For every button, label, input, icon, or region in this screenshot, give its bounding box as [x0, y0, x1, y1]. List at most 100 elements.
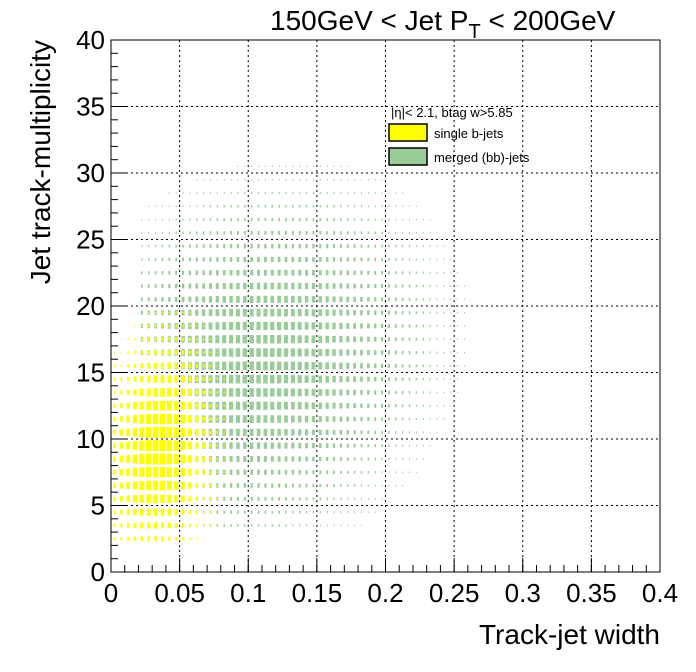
x-tick-label: 0.05: [154, 578, 205, 608]
bin-single-b-jets: [188, 496, 192, 502]
bin-merged-bb-jets: [312, 270, 315, 276]
bin-merged-bb-jets: [367, 417, 370, 422]
bin-merged-bb-jets: [319, 178, 321, 181]
bin-merged-bb-jets: [242, 428, 247, 436]
bin-merged-bb-jets: [415, 324, 418, 328]
bin-merged-bb-jets: [311, 375, 316, 383]
bin-merged-bb-jets: [229, 442, 233, 449]
bin-single-b-jets: [126, 428, 131, 437]
bin-merged-bb-jets: [244, 165, 246, 168]
bin-merged-bb-jets: [284, 415, 288, 423]
bin-merged-bb-jets: [325, 322, 329, 330]
bin-merged-bb-jets: [256, 295, 261, 303]
bin-merged-bb-jets: [353, 470, 356, 474]
tick-labels: 0 0.05 0.1 0.15 0.2 0.25 0.3 0.35 0.4 0 5 10 15 20 25 3…: [76, 25, 678, 608]
bin-merged-bb-jets: [332, 389, 336, 396]
bin-merged-bb-jets: [270, 308, 275, 317]
bin-merged-bb-jets: [457, 298, 459, 301]
bin-merged-bb-jets: [374, 430, 377, 435]
bin-merged-bb-jets: [394, 310, 397, 315]
bin-merged-bb-jets: [292, 217, 294, 222]
bin-merged-bb-jets: [264, 191, 266, 195]
bin-merged-bb-jets: [450, 365, 452, 367]
bin-merged-bb-jets: [326, 470, 329, 475]
bin-merged-bb-jets: [415, 297, 418, 301]
bin-merged-bb-jets: [415, 258, 417, 261]
bin-merged-bb-jets: [264, 469, 267, 475]
bin-merged-bb-jets: [250, 483, 253, 488]
bin-merged-bb-jets: [415, 364, 418, 368]
bin-merged-bb-jets: [387, 350, 390, 355]
bin-merged-bb-jets: [237, 165, 239, 167]
bin-merged-bb-jets: [290, 322, 295, 330]
bin-merged-bb-jets: [223, 205, 225, 208]
bin-single-b-jets: [195, 376, 199, 382]
bin-merged-bb-jets: [270, 374, 275, 384]
bin-merged-bb-jets: [209, 231, 212, 235]
bin-merged-bb-jets: [367, 390, 370, 395]
bin-merged-bb-jets: [209, 218, 212, 221]
bin-merged-bb-jets: [312, 256, 315, 262]
bin-merged-bb-jets: [429, 431, 431, 434]
bin-single-b-jets: [223, 378, 225, 380]
bin-single-b-jets: [188, 482, 192, 489]
bin-single-b-jets: [133, 376, 137, 382]
bin-single-b-jets: [127, 351, 129, 354]
bin-merged-bb-jets: [257, 243, 260, 249]
bin-merged-bb-jets: [319, 191, 321, 195]
bin-merged-bb-jets: [284, 483, 288, 488]
bin-merged-bb-jets: [264, 204, 267, 208]
bin-single-b-jets: [174, 362, 178, 369]
bin-merged-bb-jets: [415, 337, 418, 341]
bin-merged-bb-jets: [229, 295, 233, 303]
bin-merged-bb-jets: [408, 377, 411, 381]
bin-merged-bb-jets: [401, 284, 404, 288]
bin-merged-bb-jets: [360, 349, 363, 356]
bin-merged-bb-jets: [222, 322, 227, 330]
bin-merged-bb-jets: [346, 322, 350, 329]
bin-merged-bb-jets: [256, 388, 261, 397]
bin-single-b-jets: [120, 364, 123, 368]
bin-single-b-jets: [152, 413, 159, 425]
bin-merged-bb-jets: [326, 218, 328, 222]
bin-merged-bb-jets: [436, 338, 438, 341]
bin-merged-bb-jets: [291, 442, 295, 449]
bin-single-b-jets: [216, 404, 219, 408]
bin-merged-bb-jets: [319, 244, 322, 249]
bin-merged-bb-jets: [325, 283, 329, 289]
bin-merged-bb-jets: [429, 271, 431, 274]
bin-merged-bb-jets: [353, 296, 356, 302]
bin-merged-bb-jets: [292, 510, 294, 514]
bin-merged-bb-jets: [175, 283, 178, 289]
bin-merged-bb-jets: [326, 244, 329, 249]
bin-merged-bb-jets: [457, 311, 459, 314]
bin-merged-bb-jets: [228, 361, 234, 371]
bin-single-b-jets: [209, 390, 212, 395]
bin-merged-bb-jets: [188, 296, 192, 303]
bin-single-b-jets: [145, 427, 152, 438]
bin-merged-bb-jets: [304, 322, 309, 330]
bin-merged-bb-jets: [202, 283, 206, 289]
bin-merged-bb-jets: [235, 361, 241, 371]
bin-merged-bb-jets: [388, 404, 390, 408]
bin-merged-bb-jets: [422, 337, 424, 341]
bin-merged-bb-jets: [285, 165, 287, 168]
bin-merged-bb-jets: [443, 338, 445, 341]
bin-merged-bb-jets: [394, 350, 397, 355]
bin-merged-bb-jets: [319, 443, 322, 449]
bin-single-b-jets: [168, 536, 171, 541]
bin-merged-bb-jets: [332, 283, 336, 289]
bin-single-b-jets: [119, 455, 123, 463]
bin-merged-bb-jets: [276, 361, 282, 371]
bin-merged-bb-jets: [347, 218, 349, 221]
bin-single-b-jets: [148, 311, 150, 314]
bin-merged-bb-jets: [181, 283, 185, 289]
chart-title-main: 150GeV < Jet P: [270, 5, 468, 36]
bin-merged-bb-jets: [401, 271, 404, 275]
bin-merged-bb-jets: [436, 418, 438, 420]
x-axis-title: Track-jet width: [479, 619, 660, 650]
bin-merged-bb-jets: [271, 204, 273, 208]
bin-merged-bb-jets: [415, 218, 417, 221]
bin-single-b-jets: [119, 416, 123, 422]
bin-single-b-jets: [216, 417, 219, 421]
